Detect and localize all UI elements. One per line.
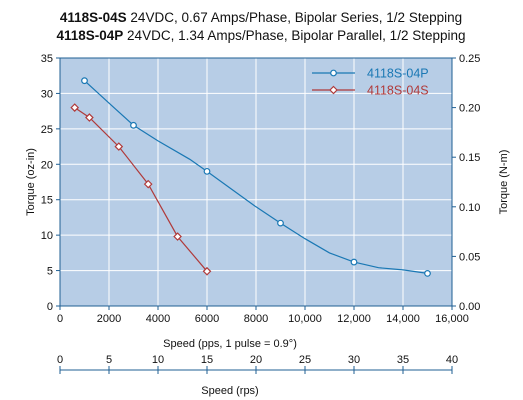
x-tick-label: 4000: [146, 313, 170, 325]
y-tick-label: 20: [41, 159, 53, 171]
y2-tick-label: 0.20: [459, 103, 480, 115]
x-tick-label: 10,000: [288, 313, 322, 325]
chart-title-line-1: 4118S-04S 24VDC, 0.67 Amps/Phase, Bipola…: [60, 10, 462, 25]
data-point-4118s-04s: [85, 113, 94, 122]
data-point-4118s-04s: [114, 142, 124, 151]
title-2-model: 4118S-04P: [56, 28, 123, 43]
y-tick-label: 0: [47, 301, 53, 313]
x2-tick-label: 30: [348, 354, 360, 366]
y2-tick-label: 0.25: [459, 53, 480, 65]
y2-tick-label: 0.05: [459, 251, 480, 263]
legend-marker-4118s-04s: [329, 85, 338, 95]
x-tick-label: 2000: [97, 313, 121, 325]
x-tick-label: 8000: [244, 313, 268, 325]
y-tick-label: 30: [41, 88, 53, 100]
y2-tick-label: 0.00: [459, 301, 480, 313]
y-tick-label: 25: [41, 124, 53, 136]
x2-tick-label: 10: [152, 354, 164, 366]
series-line-4118s-04p: [84, 80, 428, 274]
x2-axis-label: Speed (rps): [201, 385, 258, 397]
y-tick-label: 15: [41, 195, 53, 207]
title-1-model: 4118S-04S: [60, 10, 127, 25]
x2-tick-label: 15: [201, 354, 213, 366]
x-axis-label: Speed (pps, 1 pulse = 0.9°): [163, 338, 297, 350]
legend-label-4118s-04s: 4118S-04S: [367, 84, 429, 98]
data-point-4118s-04p: [277, 219, 284, 227]
x2-tick-label: 25: [299, 354, 311, 366]
data-point-4118s-04p: [424, 270, 431, 277]
legend-marker-4118s-04p: [330, 69, 337, 77]
x-tick-label: 16,000: [435, 313, 469, 325]
x2-tick-label: 35: [397, 354, 409, 366]
data-point-4118s-04p: [350, 258, 358, 266]
data-point-4118s-04s: [70, 103, 80, 112]
data-point-4118s-04s: [173, 232, 182, 241]
x-tick-label: 6000: [195, 313, 219, 325]
title-2-text: 24VDC, 1.34 Amps/Phase, Bipolar Parallel…: [123, 28, 465, 43]
x-tick-label: 0: [57, 313, 63, 325]
x2-tick-label: 5: [106, 354, 112, 366]
x-tick-label: 12,000: [337, 313, 371, 325]
data-point-4118s-04p: [130, 121, 137, 129]
data-point-4118s-04p: [203, 167, 211, 175]
y-tick-label: 35: [41, 53, 53, 65]
y2-tick-label: 0.10: [459, 202, 480, 214]
x2-tick-label: 0: [57, 354, 63, 366]
data-point-4118s-04p: [81, 77, 88, 85]
title-1-text: 24VDC, 0.67 Amps/Phase, Bipolar Series, …: [127, 10, 462, 25]
data-point-4118s-04s: [202, 266, 212, 276]
chart-title-line-2: 4118S-04P 24VDC, 1.34 Amps/Phase, Bipola…: [56, 28, 465, 43]
data-point-4118s-04s: [143, 179, 153, 189]
y-tick-label: 10: [41, 230, 53, 242]
y-axis-label: Torque (oz-in): [25, 148, 37, 216]
legend-label-4118s-04p: 4118S-04P: [367, 67, 429, 81]
y2-tick-label: 0.15: [459, 152, 480, 164]
x2-tick-label: 40: [446, 354, 458, 366]
y2-axis-label: Torque (N-m): [498, 150, 510, 215]
y-tick-label: 5: [47, 266, 53, 278]
x2-tick-label: 20: [250, 354, 262, 366]
x-tick-label: 14,000: [386, 313, 420, 325]
